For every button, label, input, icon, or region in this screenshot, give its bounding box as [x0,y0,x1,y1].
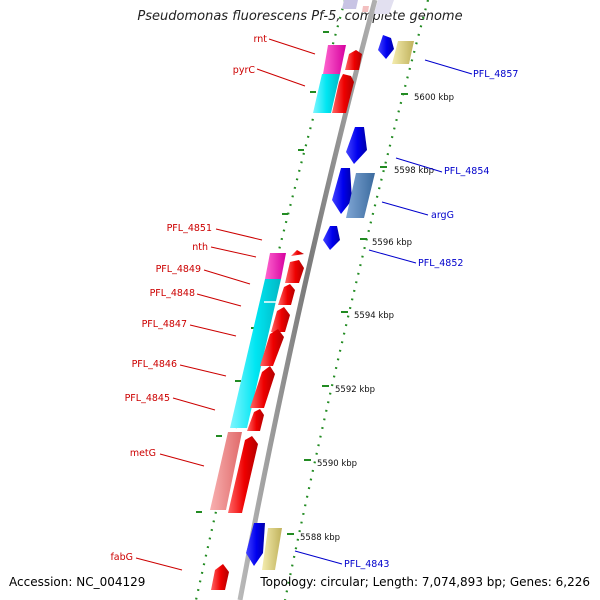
gene-box-argG [346,173,375,218]
gene-label-PFL_4857: PFL_4857 [473,69,518,80]
gene-label-PFL_4843: PFL_4843 [344,559,389,570]
tick-label-5598: 5598 kbp [394,166,434,176]
gene-label-pyrC: pyrC [233,65,256,76]
tick-mark [304,459,311,461]
gene-arrow-reverse [346,127,367,164]
top-partial-features [342,0,394,14]
gene-label-metG: metG [130,448,156,459]
gene-arrow-forward [332,74,354,113]
accession-text: Accession: NC_004129 [9,575,146,589]
tick-mark [401,93,408,95]
gene-arrow-forward [285,260,304,283]
tick-mark [323,31,329,33]
tick-mark [341,311,348,313]
gene-label-PFL_4854: PFL_4854 [444,166,489,177]
tick-mark [287,533,294,535]
genome-backbone [237,0,378,600]
gene-box-khaki [392,41,414,64]
gene-label-fabG: fabG [110,552,133,563]
forward-labels: rnt pyrC PFL_4851 nth PFL_4849 PFL_4848 … [110,34,267,563]
gene-arrow-reverse [378,35,394,59]
tick-label-5592: 5592 kbp [335,385,375,395]
tick-label-5594: 5594 kbp [354,311,394,321]
gene-label-PFL_4852: PFL_4852 [418,258,463,269]
gene-arrow-forward [271,307,290,332]
gene-arrow-forward [211,564,229,590]
forward-strand-genes [210,45,362,590]
gene-label-nth: nth [192,242,208,253]
gene-label-PFL_4846: PFL_4846 [132,359,177,370]
tick-mark [310,91,316,93]
tick-label-5588: 5588 kbp [300,533,340,543]
operon-bar-pink [210,432,242,510]
tick-label-5600: 5600 kbp [414,93,454,103]
tick-mark [380,166,387,168]
tick-label-5596: 5596 kbp [372,238,412,248]
gene-arrow-reverse [323,226,340,250]
partial-gene [374,0,394,14]
gene-arrow-forward [345,50,362,70]
gene-arrow-reverse [332,168,352,214]
gene-arrow-forward [260,329,284,366]
gene-label-argG: argG [431,210,454,221]
gene-arrow-reverse [246,523,265,566]
gene-label-PFL_4851: PFL_4851 [167,223,212,234]
outer-ring-dotted [283,0,430,600]
tick-mark [216,435,222,437]
topology-text: Topology: circular; Length: 7,074,893 bp… [260,575,590,589]
partial-gene [342,0,358,9]
gene-arrow-forward [278,284,295,305]
gene-arrow-forward [250,366,275,408]
operon-bar-cyan [230,279,281,428]
tick-label-5590: 5590 kbp [317,459,357,469]
reverse-strand-genes [246,35,414,570]
gene-arrow-forward [228,436,258,513]
gene-arrow-forward [247,409,264,431]
label-leaders [135,38,473,571]
reverse-labels: PFL_4857 PFL_4854 argG PFL_4852 PFL_4843 [344,69,518,570]
gene-label-rnt: rnt [254,34,268,45]
tick-mark [322,385,329,387]
gene-label-PFL_4845: PFL_4845 [125,393,170,404]
tick-mark [298,149,304,151]
tick-mark [235,380,241,382]
gene-label-PFL_4847: PFL_4847 [142,319,187,330]
operon-bar-cyan [313,74,340,113]
partial-gene [362,6,369,12]
gene-box-khaki [262,528,282,570]
gene-arrow-forward [291,250,304,256]
tick-mark [360,238,367,240]
outer-ticks: 5600 kbp 5598 kbp 5596 kbp 5594 kbp 5592… [287,93,454,543]
gene-label-PFL_4848: PFL_4848 [150,288,195,299]
operon-bar-magenta [323,45,346,74]
tick-mark [282,213,288,215]
operon-bar-magenta [265,253,286,279]
gene-label-PFL_4849: PFL_4849 [156,264,201,275]
tick-mark [196,511,202,513]
